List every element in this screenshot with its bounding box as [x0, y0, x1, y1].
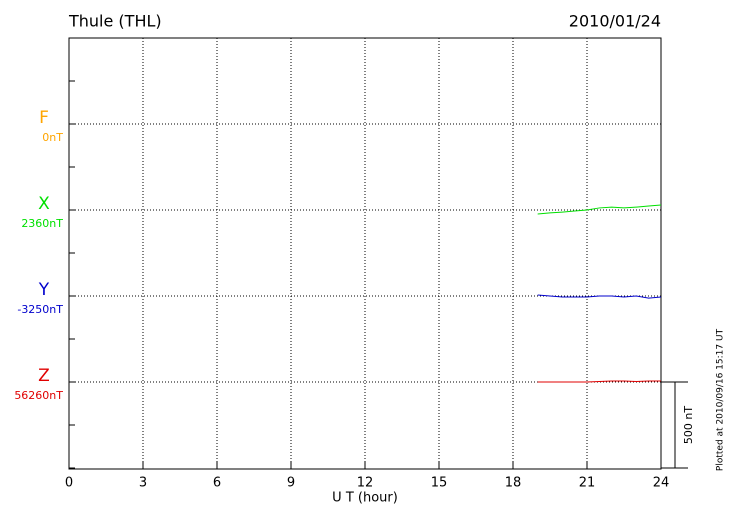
scale-bar-label: 500 nT [682, 406, 695, 444]
x-tick-label: 0 [65, 476, 73, 491]
x-tick-label: 18 [505, 476, 522, 491]
x-tick-label: 12 [357, 476, 374, 491]
series-line [537, 204, 662, 215]
baseline-label: -3250nT [17, 303, 63, 316]
x-tick-label: 6 [213, 476, 221, 491]
x-axis-label: U T (hour) [332, 491, 398, 506]
x-tick-label: 24 [653, 476, 670, 491]
x-tick-label: 21 [579, 476, 596, 491]
legend-name: F [39, 108, 49, 128]
legend-name: Z [38, 366, 50, 386]
series-line [537, 294, 662, 299]
chart-title: Thule (THL) [68, 12, 162, 31]
series-line [537, 380, 661, 383]
legend-name: Y [38, 280, 50, 300]
baseline-label: 2360nT [21, 217, 63, 230]
x-tick-label: 3 [139, 476, 147, 491]
x-tick-label: 15 [431, 476, 448, 491]
chart-date: 2010/01/24 [569, 12, 661, 31]
footnote: Plotted at 2010/09/16 15:17 UT [716, 328, 726, 471]
legend-name: X [38, 194, 50, 214]
x-tick-label: 9 [287, 476, 295, 491]
baseline-label: 0nT [42, 131, 63, 144]
baseline-label: 56260nT [14, 389, 63, 402]
